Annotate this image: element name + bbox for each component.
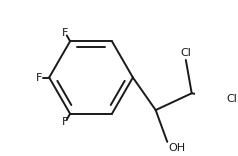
Text: Cl: Cl (180, 48, 191, 58)
Text: OH: OH (169, 143, 186, 153)
Text: Cl: Cl (227, 94, 238, 104)
Text: F: F (62, 27, 68, 38)
Text: F: F (36, 73, 42, 83)
Text: F: F (62, 117, 68, 127)
